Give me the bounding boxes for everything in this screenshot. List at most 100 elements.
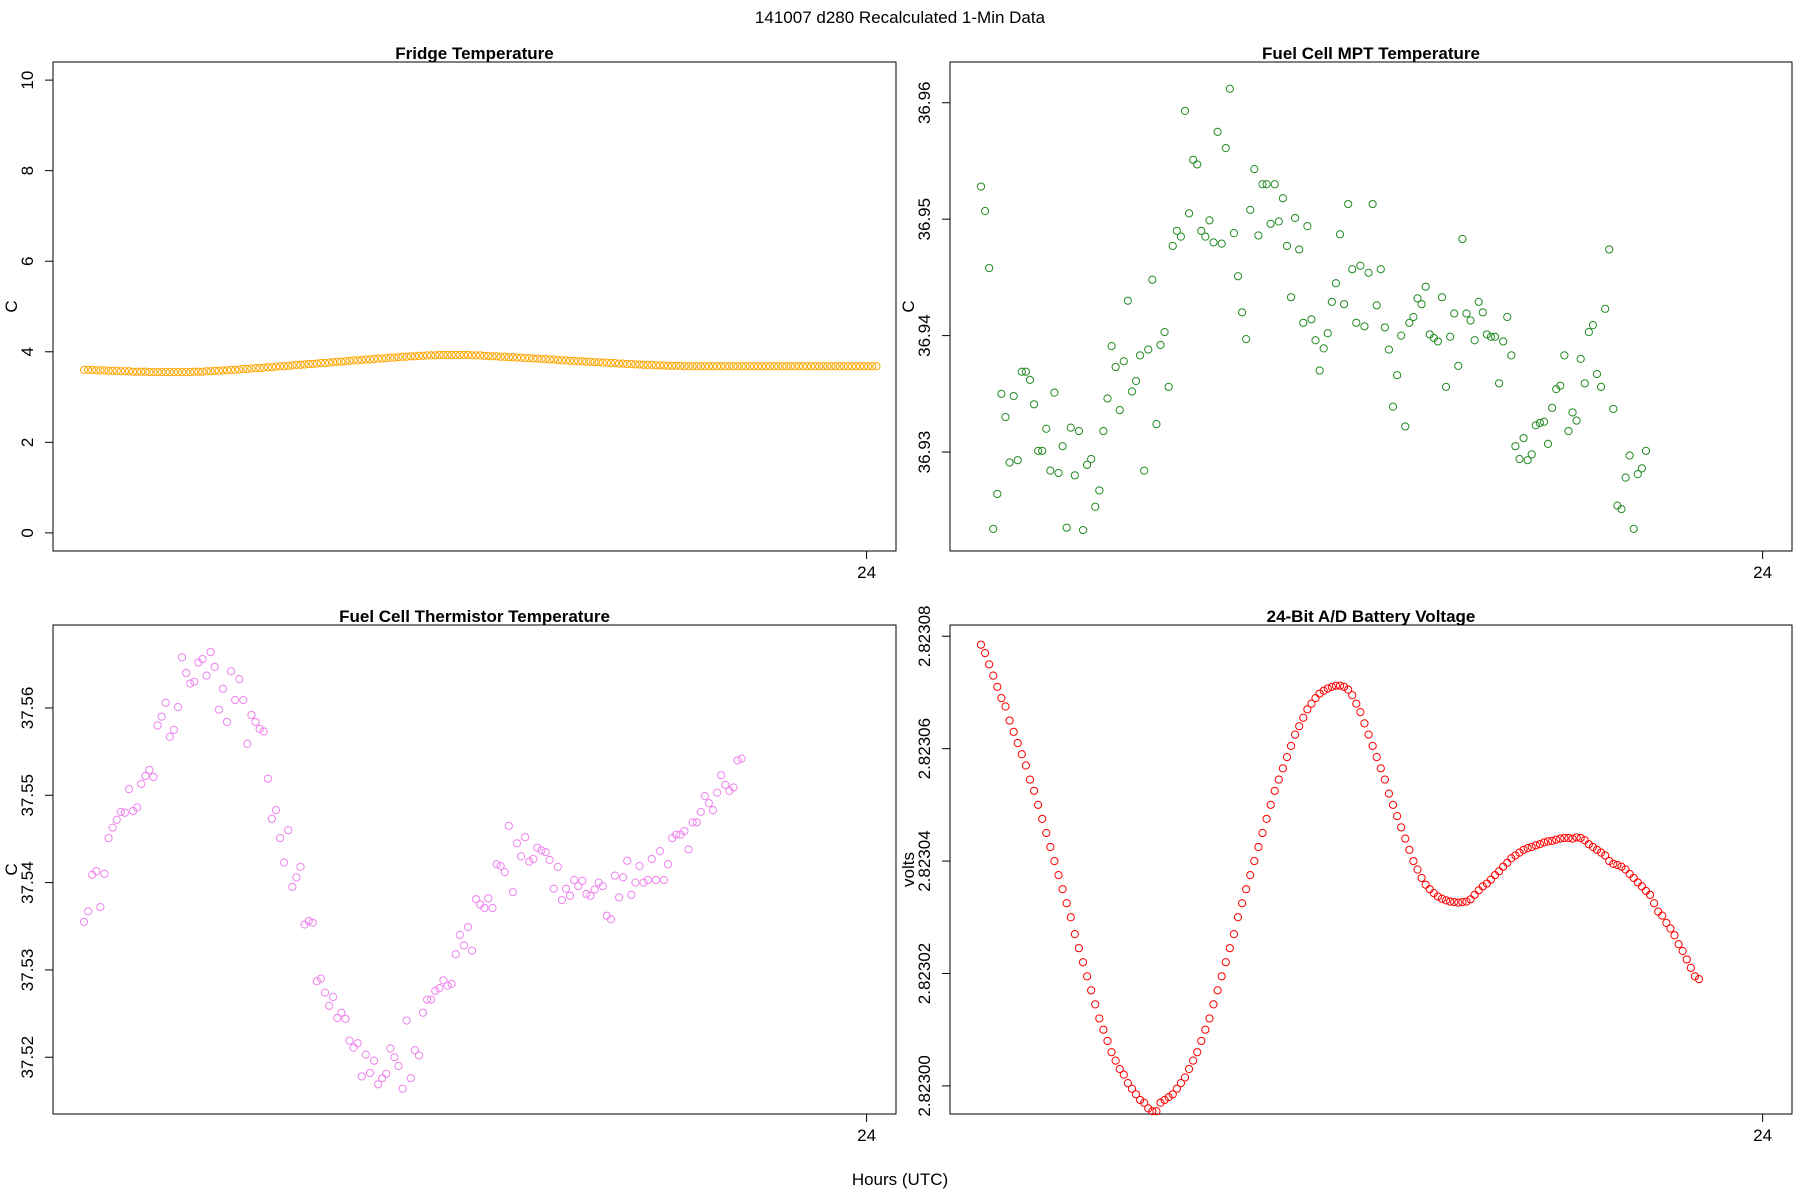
data-point (1364, 268, 1373, 277)
data-point (598, 881, 607, 891)
data-point (989, 524, 998, 533)
data-point (1282, 241, 1292, 251)
data-point (1584, 840, 1593, 849)
data-point (1494, 867, 1504, 876)
data-point (137, 367, 146, 376)
data-point (1637, 882, 1646, 891)
panel-title: Fuel Cell Thermistor Temperature (339, 607, 610, 626)
data-point (402, 1016, 411, 1025)
data-point (1425, 885, 1434, 894)
data-point (872, 362, 881, 371)
data-point (1270, 180, 1279, 189)
data-point (1368, 741, 1377, 750)
data-point (1213, 127, 1222, 136)
data-point (557, 356, 567, 365)
data-point (525, 857, 534, 866)
y-axis: 0 2 4 6 8 10 (18, 71, 53, 538)
data-point (1617, 862, 1626, 871)
data-point (1348, 265, 1357, 274)
data-point (790, 362, 799, 371)
data-point (410, 1046, 419, 1055)
data-point (721, 780, 730, 789)
data-point (1025, 375, 1035, 384)
data-point (1535, 840, 1544, 849)
data-point (521, 833, 530, 842)
data-point (378, 354, 387, 363)
data-point (786, 362, 795, 371)
data-point (1282, 752, 1292, 762)
data-point (582, 357, 591, 366)
data-point (989, 671, 998, 680)
data-point (1172, 226, 1181, 235)
data-point (194, 367, 203, 376)
data-point (1164, 382, 1173, 391)
data-point (1384, 345, 1394, 354)
data-point (997, 693, 1006, 703)
data-point (161, 698, 170, 707)
data-point (1156, 1098, 1165, 1107)
data-point (255, 363, 264, 373)
data-point (1625, 451, 1634, 460)
data-point (1380, 775, 1389, 784)
data-point (1099, 1025, 1108, 1034)
data-point (1662, 918, 1671, 928)
data-point (275, 362, 285, 371)
data-point (1307, 699, 1316, 708)
data-point (1127, 387, 1137, 396)
data-point (1213, 986, 1222, 995)
data-point (435, 984, 444, 993)
data-point (1507, 351, 1516, 360)
data-point (1450, 898, 1459, 907)
data-point (1539, 417, 1549, 426)
data-point (455, 930, 464, 940)
data-point (1295, 245, 1304, 254)
data-point (1111, 1056, 1120, 1065)
y-axis-label: C (2, 300, 21, 312)
data-point (561, 884, 571, 893)
data-point (1405, 845, 1414, 854)
data-point (1588, 321, 1598, 330)
data-point (259, 363, 268, 372)
data-point (631, 360, 640, 369)
data-point (1021, 367, 1030, 376)
data-point (231, 696, 240, 705)
data-point (165, 732, 174, 741)
data-point (1103, 1036, 1112, 1046)
data-point (766, 362, 775, 371)
data-point (753, 362, 763, 371)
data-point (1625, 869, 1634, 879)
data-point (476, 351, 485, 360)
data-point (1017, 367, 1026, 376)
data-point (864, 362, 873, 371)
data-point (1127, 1084, 1137, 1093)
data-point (251, 717, 260, 727)
panel-title: 24-Bit A/D Battery Voltage (1267, 607, 1476, 626)
data-point (516, 353, 526, 362)
data-point (1454, 361, 1463, 370)
data-point (214, 705, 223, 714)
plot-frame (52, 624, 897, 1115)
data-point (226, 667, 236, 676)
data-point (823, 362, 832, 371)
data-point (721, 362, 730, 371)
data-point (1229, 229, 1239, 238)
data-point (655, 361, 665, 370)
data-point (271, 806, 281, 815)
data-point (79, 365, 89, 374)
data-point (835, 362, 844, 371)
data-point (1034, 446, 1043, 455)
data-point (439, 976, 448, 985)
data-point (484, 894, 493, 903)
data-point (1074, 944, 1084, 953)
data-point (537, 846, 546, 855)
data-point (623, 856, 632, 865)
data-point (1193, 160, 1202, 169)
data-point (1478, 308, 1487, 317)
data-point (116, 367, 125, 376)
data-point (778, 362, 787, 371)
data-point (112, 366, 121, 375)
data-point (1209, 1000, 1218, 1009)
data-point (349, 1043, 358, 1052)
data-point (308, 918, 317, 927)
data-point (386, 353, 395, 362)
